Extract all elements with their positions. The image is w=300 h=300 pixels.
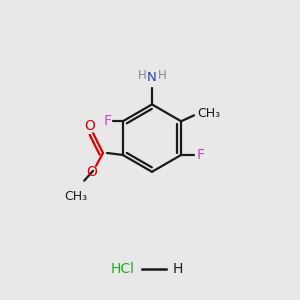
Text: HCl: HCl	[110, 262, 134, 276]
Text: H: H	[138, 69, 146, 82]
Text: H: H	[158, 69, 166, 82]
Text: CH₃: CH₃	[65, 190, 88, 202]
Text: H: H	[172, 262, 183, 276]
Text: O: O	[85, 119, 96, 133]
Text: O: O	[87, 165, 98, 179]
Text: F: F	[197, 148, 205, 162]
Text: N: N	[147, 71, 157, 84]
Text: CH₃: CH₃	[197, 107, 220, 120]
Text: F: F	[104, 114, 112, 128]
